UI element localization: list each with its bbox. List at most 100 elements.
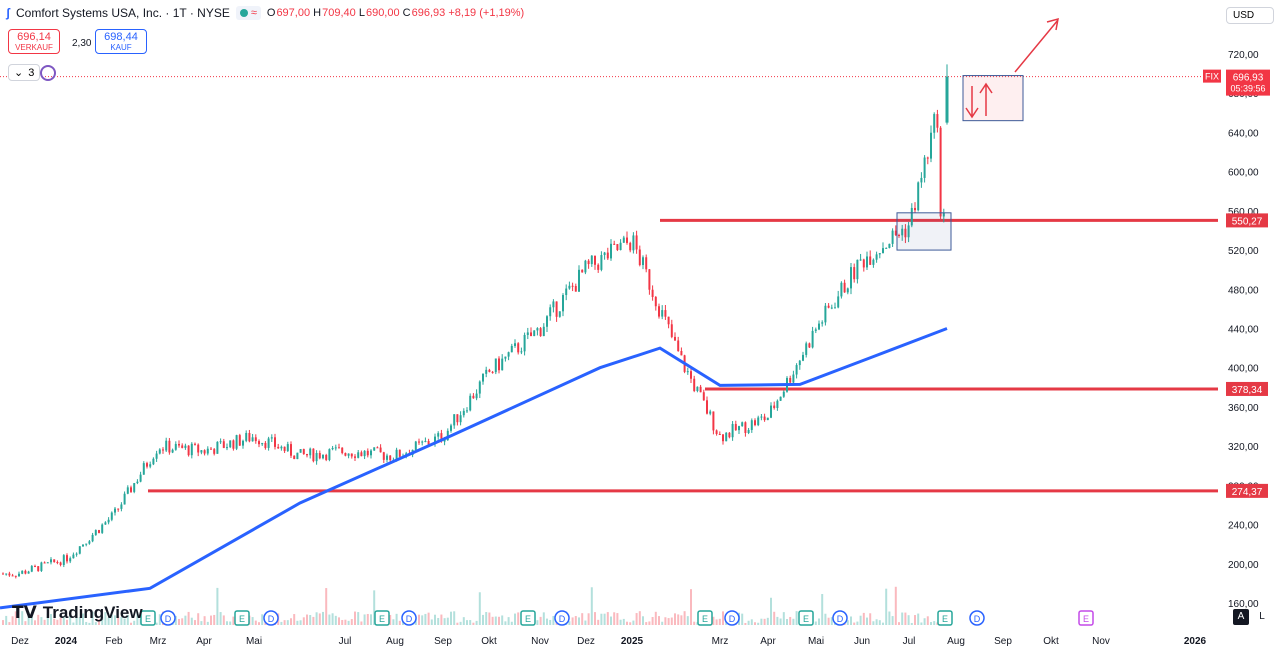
volume-bar [440, 614, 443, 625]
marker-letter: D [837, 614, 844, 624]
candle-body [66, 555, 68, 562]
candle-body [843, 282, 846, 293]
candle-body [258, 441, 260, 445]
settings-icon[interactable] [40, 65, 56, 81]
volume-bar [594, 612, 596, 625]
level-tag: 274,37 [1226, 483, 1268, 498]
buy-button[interactable]: 698,44 KAUF [95, 29, 147, 54]
indicators-toggle[interactable]: ⌄ 3 [8, 64, 41, 81]
buy-label: KAUF [110, 43, 132, 52]
candle-body [389, 455, 392, 461]
candle-body [754, 420, 756, 426]
volume-bar [283, 620, 286, 625]
volume-bar [18, 617, 20, 625]
volume-bar [219, 612, 222, 625]
volume-bar [232, 616, 235, 625]
volume-bar [78, 617, 81, 625]
tradingview-logo[interactable]: 𝗧𝗩 TradingView [12, 603, 143, 623]
candle-body [552, 301, 555, 308]
x-tick-label: Sep [434, 636, 452, 647]
auto-scale-button[interactable]: A [1233, 609, 1249, 625]
volume-bar [475, 620, 478, 625]
ticker-tag-bg [1203, 69, 1221, 83]
candle-body [728, 432, 731, 438]
volume-bar [37, 614, 40, 625]
marker-shape [697, 610, 713, 626]
candle-body [587, 260, 590, 265]
x-tick-label: Mai [808, 636, 824, 647]
candle-body [72, 554, 75, 559]
volume-bar [427, 612, 430, 625]
x-tick-label: Feb [105, 636, 123, 647]
marker-letter: D [974, 614, 981, 624]
marker-shape [1078, 610, 1094, 626]
level-tag-bg [1226, 213, 1268, 228]
marker-letter: E [803, 614, 809, 624]
earnings-marker: E [520, 610, 536, 626]
candle-body [133, 483, 136, 492]
volume-bar [62, 615, 65, 625]
candle-body [456, 414, 459, 423]
market-status-badge[interactable]: ≈ [235, 6, 261, 20]
log-scale-button[interactable]: L [1254, 609, 1270, 625]
currency-select[interactable]: USD [1226, 7, 1274, 24]
candle-body [194, 443, 196, 445]
candle-body [878, 253, 881, 255]
candle-body [686, 371, 689, 373]
candle-body [363, 450, 366, 457]
candle-body [354, 456, 356, 458]
candle-body [766, 417, 769, 421]
volume-bar [325, 588, 328, 625]
volume-bar [107, 617, 110, 625]
candle-body [50, 559, 52, 563]
volume-bar [34, 620, 36, 625]
candle-body [709, 411, 712, 414]
volume-bar [498, 616, 500, 625]
volume-bar [862, 612, 865, 625]
x-tick-label: Nov [531, 636, 549, 647]
candle-body [917, 182, 920, 211]
volume-bar [600, 613, 603, 625]
currency-label: USD [1233, 10, 1255, 21]
candle-body [558, 311, 561, 317]
candle-body [610, 243, 612, 259]
sell-price: 696,14 [17, 31, 51, 43]
candle-body [85, 543, 88, 545]
candle-body [200, 450, 203, 453]
volume-bar [334, 615, 337, 625]
tradingview-wordmark: TradingView [42, 603, 143, 622]
candle-body [837, 296, 840, 308]
consolidation-box [896, 212, 952, 251]
symbol-title[interactable]: Comfort Systems USA, Inc. · 1T · NYSE [16, 6, 230, 20]
volume-bar [510, 621, 513, 625]
x-tick-label: Dez [577, 636, 595, 647]
volume-bar [59, 617, 62, 625]
volume-bar [443, 618, 446, 625]
volume-bar [11, 616, 14, 625]
volume-bar [66, 619, 68, 625]
marker-letter: D [559, 614, 566, 624]
y-tick-label: 320,00 [1228, 442, 1259, 453]
candle-body [139, 474, 142, 482]
candle-body [936, 114, 939, 128]
volume-bar [776, 616, 779, 625]
candle-body [680, 351, 683, 356]
volume-bar [718, 618, 721, 625]
candle-body [600, 255, 603, 270]
x-tick-label: Mrz [712, 636, 729, 647]
volume-bar [229, 621, 232, 625]
volume-bar [757, 622, 760, 625]
candle-body [738, 426, 740, 431]
volume-bar [638, 611, 641, 625]
candle-body [216, 441, 219, 454]
volume-bar [21, 611, 24, 625]
candle-body [622, 237, 625, 243]
x-tick-label: Mai [246, 636, 262, 647]
sell-button[interactable]: 696,14 VERKAUF [8, 29, 60, 54]
candle-body [869, 256, 872, 265]
candle-body [350, 453, 353, 457]
volume-bar [507, 617, 510, 625]
volume-bar [322, 611, 324, 625]
candle-body [827, 305, 830, 308]
